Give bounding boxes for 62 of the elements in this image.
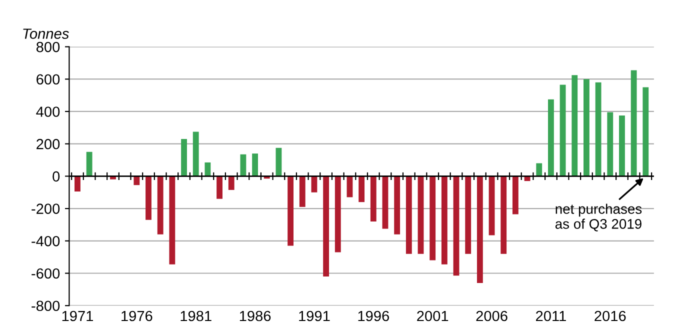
y-tick-label: 200 (36, 138, 60, 150)
y-tick-label: -200 (32, 204, 60, 214)
bar (642, 87, 649, 176)
y-tick-label: -400 (32, 236, 60, 246)
bar (181, 138, 187, 176)
bar (572, 75, 578, 176)
bar (512, 176, 518, 214)
bar (536, 163, 542, 176)
bar (630, 70, 637, 176)
bar (441, 176, 448, 264)
bar (146, 176, 152, 220)
bar (157, 176, 164, 234)
bar (619, 116, 625, 176)
x-tick-label: 2011 (536, 310, 566, 322)
bar (370, 176, 376, 222)
bar (595, 82, 602, 176)
bar (299, 176, 306, 207)
x-tick-label: 1981 (180, 310, 212, 322)
bar (607, 112, 614, 176)
bar (74, 176, 80, 192)
y-tick-label: 0 (52, 171, 60, 182)
x-tick-label: 2016 (594, 310, 626, 322)
x-tick-label: 1991 (299, 310, 330, 322)
bar (406, 176, 412, 254)
y-tick-label: 600 (36, 74, 60, 85)
bar (584, 79, 590, 176)
bar (323, 176, 330, 276)
bar (86, 152, 92, 176)
bar (500, 176, 507, 254)
x-tick-label: 1986 (240, 310, 271, 322)
y-tick-label: -600 (32, 268, 60, 279)
bar (288, 176, 294, 246)
x-tick-label: 1971 (62, 310, 93, 322)
bar (418, 176, 424, 254)
x-tick-label: 1976 (122, 310, 152, 322)
x-tick-label: 2001 (417, 310, 448, 322)
bar (276, 148, 282, 176)
bar (453, 176, 460, 276)
x-tick-label: 1996 (358, 310, 389, 322)
bar (394, 176, 400, 234)
x-tick-label: 2006 (476, 310, 508, 322)
bar (560, 84, 566, 176)
bar (548, 99, 554, 176)
bar (382, 176, 388, 229)
bar (216, 176, 222, 199)
bar (334, 176, 341, 252)
bar (476, 176, 483, 283)
bar (252, 154, 258, 176)
bar (358, 176, 365, 202)
bar (204, 162, 211, 176)
y-axis-title: Tonnes (23, 28, 69, 39)
bar (240, 154, 246, 176)
y-tick-label: 400 (36, 106, 60, 117)
y-tick-label: -800 (32, 300, 60, 312)
y-tick-label: 800 (36, 42, 60, 52)
annotation: net purchases as of Q3 2019 (555, 204, 642, 232)
bar (192, 132, 199, 176)
bar (169, 176, 176, 264)
bar (430, 176, 436, 260)
bar (465, 176, 472, 254)
bar (228, 176, 234, 190)
bar (488, 176, 495, 236)
